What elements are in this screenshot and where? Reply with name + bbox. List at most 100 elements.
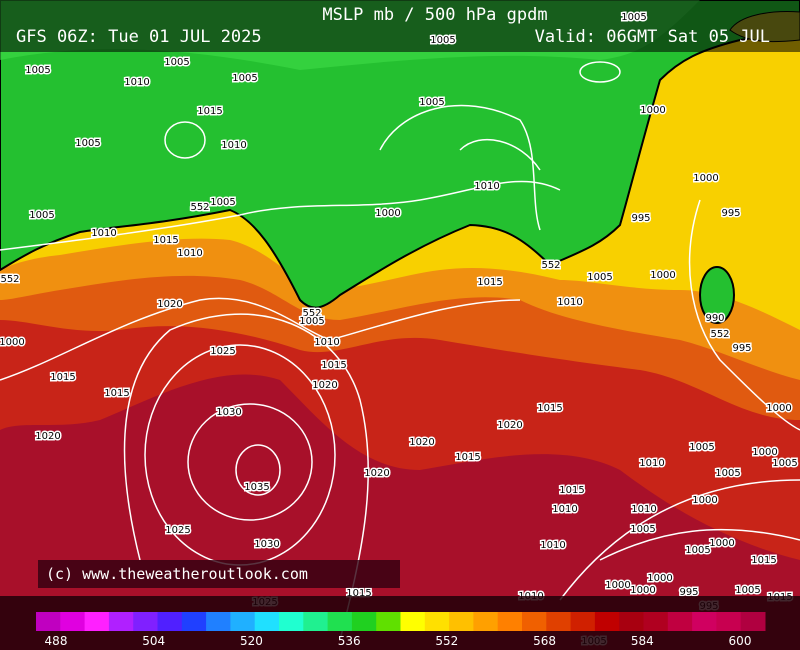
colorbar-swatch <box>716 612 742 631</box>
isobar-label: 1015 <box>104 388 129 399</box>
colorbar-swatch <box>594 612 620 631</box>
isobar-label: 1005 <box>735 585 760 596</box>
isobar-label: 1005 <box>210 197 235 208</box>
isobar-label: 1020 <box>157 299 182 310</box>
colorbar-tick-label: 552 <box>435 634 458 648</box>
colorbar-swatch <box>133 612 158 631</box>
colorbar: 488 504 520 536 552 568 584 600 <box>36 612 766 648</box>
isobar-label: 1005 <box>587 272 612 283</box>
colorbar-swatch <box>400 612 426 631</box>
isobar-label: 1015 <box>153 235 178 246</box>
colorbar-tick-label: 600 <box>729 634 752 648</box>
isobar-label: 1030 <box>254 539 279 550</box>
isobar-label: 1030 <box>216 407 241 418</box>
isobar-label: 1000 <box>709 538 734 549</box>
colorbar-tick-label: 568 <box>533 634 556 648</box>
isobar-label: 1010 <box>639 458 664 469</box>
valid-label: Valid: 06GMT Sat 05 JUL <box>535 27 770 47</box>
isobar-label: 1000 <box>605 580 630 591</box>
colorbar-tick-label: 584 <box>631 634 654 648</box>
isobar-label: 1010 <box>631 504 656 515</box>
isobar-label: 1005 <box>164 57 189 68</box>
isobar-label: 1020 <box>497 420 522 431</box>
isobar-label: 1010 <box>540 540 565 551</box>
isobar-label: 1010 <box>124 77 149 88</box>
contour-552-label: 552 <box>302 308 321 319</box>
isobar-label: 1005 <box>430 35 455 46</box>
isobar-label: 1005 <box>29 210 54 221</box>
isobar-label: 1020 <box>364 468 389 479</box>
header-bar <box>0 0 800 52</box>
isobar-label: 1010 <box>221 140 246 151</box>
isobar-label: 1015 <box>751 555 776 566</box>
colorbar-tick-label: 520 <box>240 634 263 648</box>
contour-552-label: 552 <box>0 274 19 285</box>
isobar-label: 1015 <box>559 485 584 496</box>
colorbar-swatch <box>327 612 353 631</box>
colorbar-swatch <box>643 612 669 631</box>
colorbar-swatch <box>206 612 231 631</box>
colorbar-swatch <box>254 612 280 631</box>
isobar-label: 995 <box>732 343 751 354</box>
isobar-label: 995 <box>721 208 740 219</box>
isobar-label: 1010 <box>91 228 116 239</box>
isobar-label: 1000 <box>693 173 718 184</box>
colorbar-swatch <box>497 612 523 631</box>
contour-552-label: 552 <box>190 202 209 213</box>
isobar-label: 1020 <box>312 380 337 391</box>
isobar-label: 1005 <box>232 73 257 84</box>
colorbar-swatch <box>84 612 110 631</box>
isobar-label: 1005 <box>621 12 646 23</box>
isobar-label: 1025 <box>165 525 190 536</box>
colorbar-swatch <box>376 612 401 631</box>
isobar-label: 1000 <box>650 270 675 281</box>
colorbar-swatch <box>473 612 499 631</box>
colorbar-tick-label: 504 <box>142 634 165 648</box>
isobar-label: 1020 <box>409 437 434 448</box>
colorbar-swatch <box>424 612 450 631</box>
colorbar-swatch <box>181 612 207 631</box>
colorbar-swatch <box>351 612 377 631</box>
credit-box <box>38 560 400 588</box>
isobar-label: 1000 <box>630 585 655 596</box>
isobar-label: 1010 <box>557 297 582 308</box>
colorbar-swatch <box>692 612 717 631</box>
isobar-label: 1010 <box>552 504 577 515</box>
isobar-label: 1015 <box>477 277 502 288</box>
isobar-label: 1000 <box>640 105 665 116</box>
colorbar-swatch <box>303 612 329 631</box>
isobar-label: 1010 <box>474 181 499 192</box>
map-title: MSLP mb / 500 hPa gpdm <box>322 5 547 25</box>
colorbar-tick-label: 536 <box>338 634 361 648</box>
isobar-label: 995 <box>631 213 650 224</box>
colorbar-swatch <box>522 612 547 631</box>
colorbar-swatch <box>60 612 86 631</box>
isobar-label: 1000 <box>375 208 400 219</box>
isobar-label: 990 <box>705 313 724 324</box>
isobar-label: 1005 <box>689 442 714 453</box>
isobar-label: 1005 <box>75 138 100 149</box>
colorbar-swatch <box>36 612 61 631</box>
colorbar-swatch <box>546 612 572 631</box>
isobar-label: 1010 <box>177 248 202 259</box>
isobar-label: 1005 <box>772 458 797 469</box>
isobar-label: 1015 <box>537 403 562 414</box>
field-green <box>0 0 800 309</box>
isobar-label: 1015 <box>50 372 75 383</box>
isobar-label: 1005 <box>419 97 444 108</box>
isobar-label: 1000 <box>692 495 717 506</box>
isobar-label: 1020 <box>35 431 60 442</box>
colorbar-swatch <box>570 612 596 631</box>
run-label: GFS 06Z: Tue 01 JUL 2025 <box>16 27 262 47</box>
isobar-label: 1010 <box>314 337 339 348</box>
colorbar-tick-label: 488 <box>45 634 68 648</box>
isobar-label: 1005 <box>630 524 655 535</box>
isobar-label: 1005 <box>25 65 50 76</box>
credit: (c) www.theweatheroutlook.com <box>46 565 308 583</box>
isobar-label: 1025 <box>210 346 235 357</box>
isobar-label: 1015 <box>321 360 346 371</box>
colorbar-swatch <box>230 612 256 631</box>
isobar-label: 1000 <box>0 337 25 348</box>
